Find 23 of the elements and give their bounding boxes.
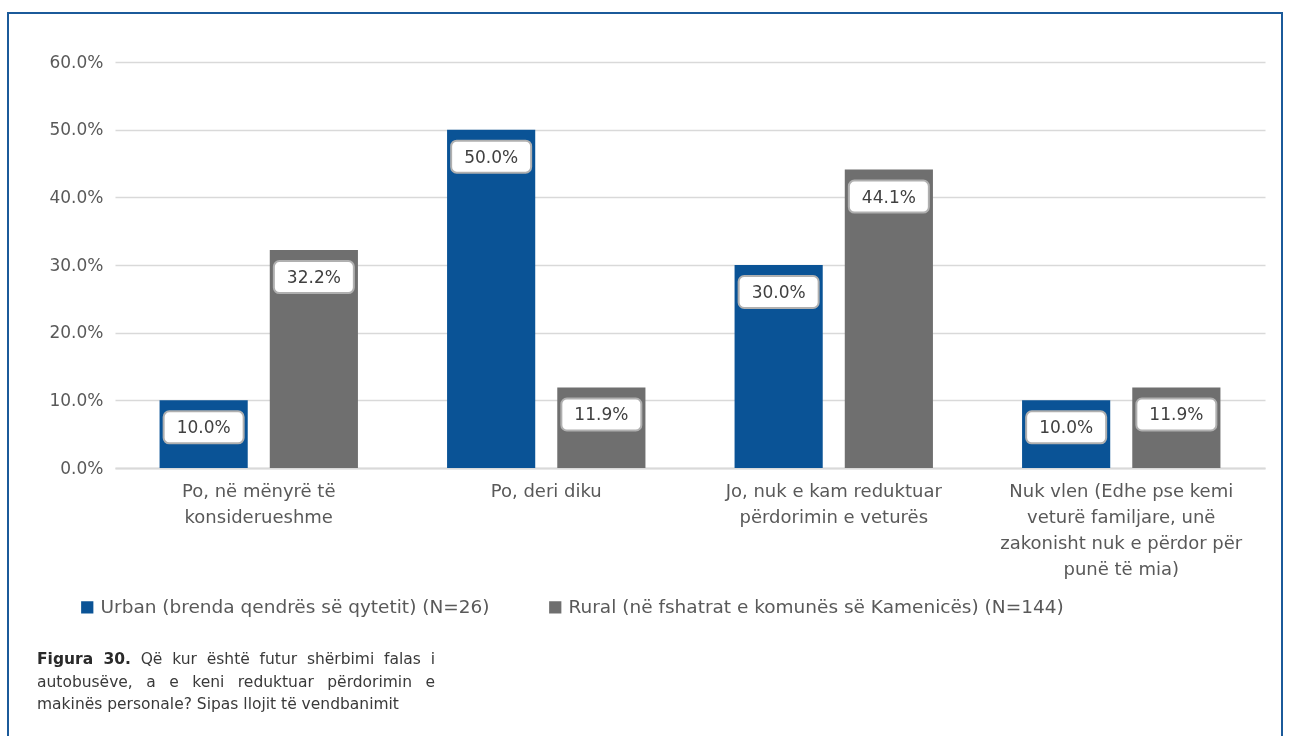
data-label: 11.9% [574,404,629,425]
y-tick-label: 50.0% [49,119,104,140]
data-label: 10.0% [176,417,231,438]
data-label: 10.0% [1039,417,1094,438]
data-label: 11.9% [1149,404,1204,425]
bar [447,129,536,468]
x-tick-label: Jo, nuk e kam reduktuar përdorimin e veturës [724,479,943,527]
y-tick-label: 30.0% [49,254,104,275]
data-label: 50.0% [464,146,519,167]
x-tick-label: Nuk vlen (Edhe pse kemi veturë familjare, unë zakonisht nuk e përdor për punë të mia) [1000,479,1243,579]
data-label: 44.1% [861,186,916,207]
y-tick-label: 20.0% [49,322,104,343]
data-label: 32.2% [286,267,341,288]
legend-label: Urban (brenda qendrës së qytetit) (N=26) [100,596,490,618]
x-tick-label: Po, deri diku [490,479,602,501]
y-tick-label: 0.0% [60,457,104,478]
legend-label: Rural (në fshatrat e komunës së Kamenicës) (N=144) [568,596,1064,618]
y-tick-label: 10.0% [49,389,104,410]
text: Figura 30. [37,650,131,668]
x-tick-label: Po, në mënyrë të konsiderueshme [182,479,336,527]
data-label: 30.0% [751,282,806,302]
y-tick-label: 60.0% [49,51,104,72]
y-tick-label: 40.0% [49,186,104,207]
